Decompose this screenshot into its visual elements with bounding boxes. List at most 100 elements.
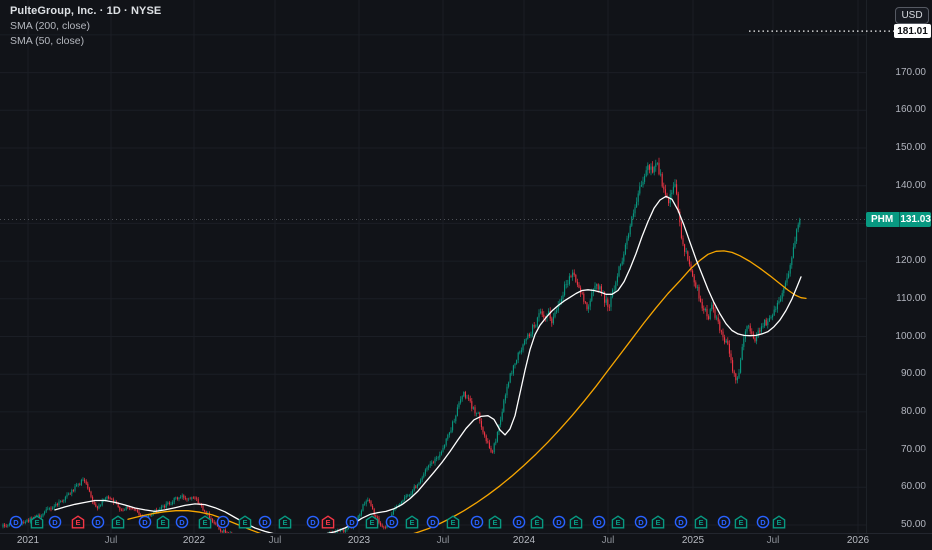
svg-text:E: E xyxy=(202,518,207,527)
earnings-miss-marker-icon[interactable]: E xyxy=(321,515,335,529)
dividend-marker-icon[interactable]: D xyxy=(175,515,189,529)
dividend-marker-icon[interactable]: D xyxy=(306,515,320,529)
dividend-marker-icon[interactable]: D xyxy=(512,515,526,529)
price-axis-label: 150.00 xyxy=(895,142,926,153)
price-axis-label: 110.00 xyxy=(896,292,926,304)
svg-text:D: D xyxy=(596,518,602,527)
symbol-title[interactable]: PulteGroup, Inc. · 1D · NYSE xyxy=(10,5,162,17)
svg-text:D: D xyxy=(13,518,19,527)
dividend-marker-icon[interactable]: D xyxy=(592,515,606,529)
last-price-symbol: PHM xyxy=(871,214,894,226)
earnings-marker-icon[interactable]: E xyxy=(405,515,419,529)
dividend-marker-icon[interactable]: D xyxy=(9,515,23,529)
svg-text:E: E xyxy=(409,518,414,527)
dividend-marker-icon[interactable]: D xyxy=(552,515,566,529)
svg-text:E: E xyxy=(615,518,620,527)
earnings-marker-icon[interactable]: E xyxy=(238,515,252,529)
time-axis-year-label: 2022 xyxy=(182,535,206,546)
dividend-marker-icon[interactable]: D xyxy=(426,515,440,529)
earnings-marker-icon[interactable]: E xyxy=(651,515,665,529)
price-axis-label: 100.00 xyxy=(895,330,926,342)
svg-text:E: E xyxy=(75,518,80,527)
time-axis-month-label: Jul xyxy=(436,535,450,546)
svg-text:D: D xyxy=(556,518,562,527)
dividend-marker-icon[interactable]: D xyxy=(91,515,105,529)
time-axis-year-label: 2023 xyxy=(347,535,371,546)
dividend-marker-icon[interactable]: D xyxy=(634,515,648,529)
svg-text:D: D xyxy=(721,518,727,527)
chart-legend: PulteGroup, Inc. · 1D · NYSE SMA (200, c… xyxy=(10,4,161,48)
svg-text:D: D xyxy=(179,518,185,527)
earnings-marker-icon[interactable]: E xyxy=(772,515,786,529)
earnings-marker-icon[interactable]: E xyxy=(198,515,212,529)
sma-200-line xyxy=(127,250,807,533)
indicator-sma200-label[interactable]: SMA (200, close) xyxy=(10,20,90,32)
earnings-miss-marker-icon[interactable]: E xyxy=(71,515,85,529)
earnings-marker-icon[interactable]: E xyxy=(278,515,292,529)
currency-unit-button[interactable]: USD xyxy=(895,7,929,24)
earnings-marker-icon[interactable]: E xyxy=(530,515,544,529)
svg-text:E: E xyxy=(369,518,374,527)
svg-text:E: E xyxy=(115,518,120,527)
svg-text:E: E xyxy=(34,518,39,527)
price-axis-label: 60.00 xyxy=(900,481,926,493)
svg-text:E: E xyxy=(492,518,497,527)
svg-text:E: E xyxy=(450,518,455,527)
dividend-marker-icon[interactable]: D xyxy=(385,515,399,529)
svg-text:D: D xyxy=(474,518,480,527)
sma-50-line xyxy=(54,195,802,533)
earnings-marker-icon[interactable]: E xyxy=(30,515,44,529)
svg-text:D: D xyxy=(310,518,316,527)
last-price-badge: PHM 131.03 xyxy=(866,212,931,228)
svg-text:D: D xyxy=(52,518,58,527)
price-axis-label: 70.00 xyxy=(900,443,926,455)
badge-divider xyxy=(899,212,901,228)
svg-text:E: E xyxy=(282,518,287,527)
earnings-marker-icon[interactable]: E xyxy=(611,515,625,529)
svg-text:D: D xyxy=(95,518,101,527)
svg-text:D: D xyxy=(638,518,644,527)
dividend-marker-icon[interactable]: D xyxy=(345,515,359,529)
svg-text:D: D xyxy=(262,518,268,527)
time-axis-month-label: Jul xyxy=(766,535,780,546)
earnings-marker-icon[interactable]: E xyxy=(569,515,583,529)
svg-text:E: E xyxy=(160,518,165,527)
time-axis-year-label: 2021 xyxy=(16,535,40,546)
dividend-marker-icon[interactable]: D xyxy=(48,515,62,529)
svg-text:D: D xyxy=(142,518,148,527)
price-axis-label: 50.00 xyxy=(900,519,926,530)
svg-text:E: E xyxy=(573,518,578,527)
dividend-marker-icon[interactable]: D xyxy=(258,515,272,529)
svg-text:E: E xyxy=(738,518,743,527)
price-axis-label: 140.00 xyxy=(895,179,926,191)
grid-lines xyxy=(0,0,866,533)
last-price-value: 131.03 xyxy=(900,214,931,226)
earnings-marker-icon[interactable]: E xyxy=(734,515,748,529)
time-axis-month-label: Jul xyxy=(104,535,118,546)
dividend-marker-icon[interactable]: D xyxy=(717,515,731,529)
dividend-marker-icon[interactable]: D xyxy=(674,515,688,529)
indicator-sma50-label[interactable]: SMA (50, close) xyxy=(10,35,85,47)
dividend-marker-icon[interactable]: D xyxy=(138,515,152,529)
time-axis-year-label: 2024 xyxy=(512,535,536,546)
svg-text:E: E xyxy=(534,518,539,527)
alert-price-label: 181.01 xyxy=(894,24,931,39)
svg-text:E: E xyxy=(776,518,781,527)
dividend-marker-icon[interactable]: D xyxy=(470,515,484,529)
dividend-marker-icon[interactable]: D xyxy=(216,515,230,529)
time-axis-year-label: 2025 xyxy=(681,535,705,546)
price-axis-label: 90.00 xyxy=(900,368,926,380)
svg-text:E: E xyxy=(698,518,703,527)
time-axis-year-label: 2026 xyxy=(846,535,870,546)
svg-text:E: E xyxy=(655,518,660,527)
earnings-marker-icon[interactable]: E xyxy=(111,515,125,529)
earnings-marker-icon[interactable]: E xyxy=(156,515,170,529)
price-axis-label: 170.00 xyxy=(895,66,926,78)
earnings-marker-icon[interactable]: E xyxy=(365,515,379,529)
earnings-marker-icon[interactable]: E xyxy=(446,515,460,529)
earnings-marker-icon[interactable]: E xyxy=(488,515,502,529)
earnings-marker-icon[interactable]: E xyxy=(694,515,708,529)
dividend-marker-icon[interactable]: D xyxy=(756,515,770,529)
